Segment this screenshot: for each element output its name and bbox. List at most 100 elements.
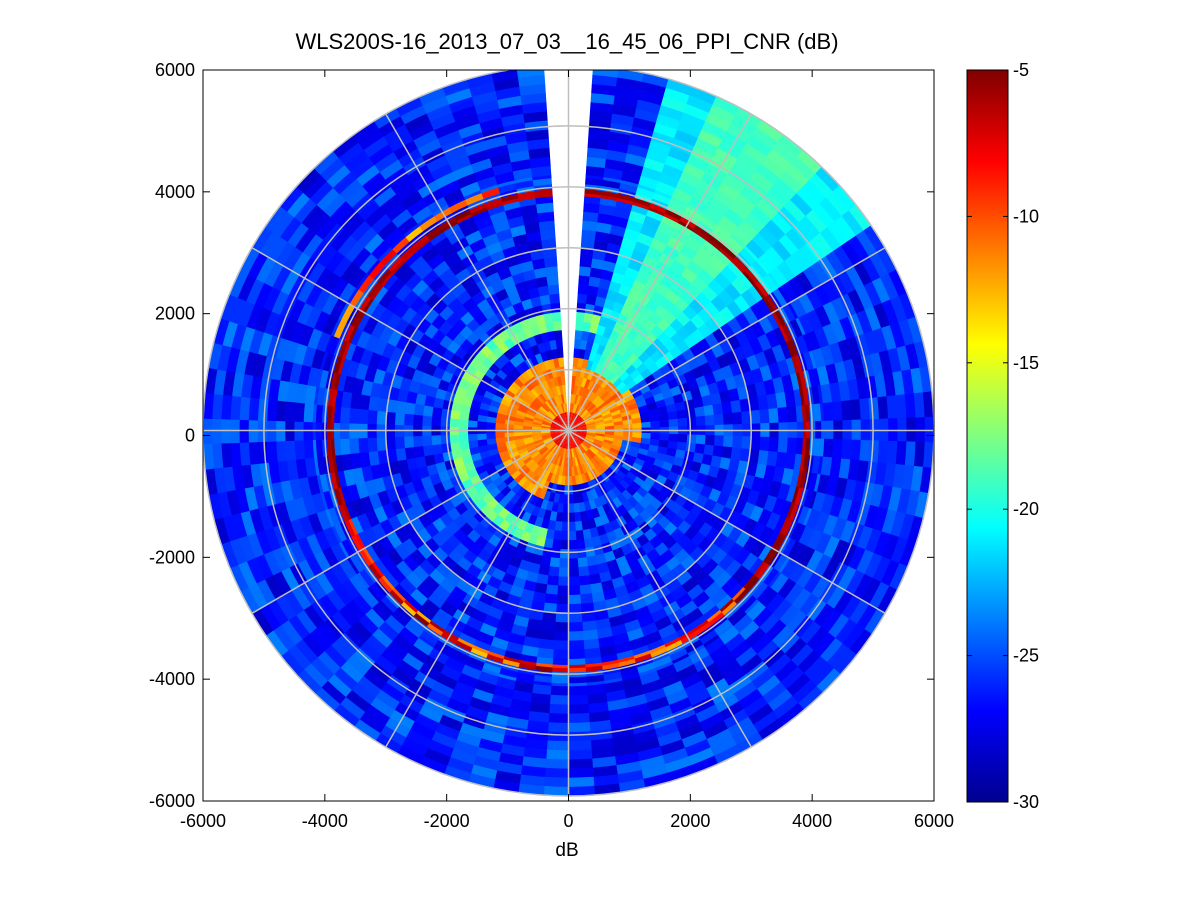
colorbar-gradient — [966, 69, 1009, 803]
heatmap-cell — [761, 156, 787, 180]
heatmap-cell — [327, 506, 340, 526]
heatmap-cell — [827, 613, 850, 640]
heatmap-cell — [435, 387, 447, 400]
heatmap-cell — [531, 591, 547, 603]
heatmap-cell — [568, 476, 573, 486]
heatmap-cell — [542, 776, 570, 788]
heatmap-cell — [495, 417, 506, 424]
heatmap-cell — [431, 415, 442, 427]
heatmap-cell — [575, 394, 582, 405]
heatmap-cell — [649, 438, 660, 447]
heatmap-cell — [570, 439, 574, 449]
heatmap-cell — [613, 431, 624, 437]
heatmap-cell — [719, 537, 736, 555]
heatmap-cell — [650, 433, 661, 441]
heatmap-cell — [611, 215, 630, 229]
heatmap-cell — [517, 387, 528, 397]
heatmap-cell — [798, 243, 820, 268]
heatmap-cell — [674, 449, 686, 460]
heatmap-cell — [791, 249, 812, 273]
heatmap-cell — [563, 393, 567, 404]
heatmap-cell — [848, 629, 873, 657]
heatmap-cell — [630, 644, 650, 657]
heatmap-cell — [562, 448, 566, 459]
heatmap-cell — [474, 746, 501, 762]
heatmap-cell — [898, 319, 915, 348]
heatmap-cell — [660, 747, 689, 765]
heatmap-cell — [720, 600, 738, 617]
heatmap-cell — [577, 493, 584, 504]
heatmap-cell — [689, 86, 719, 106]
heatmap-cell — [604, 422, 615, 427]
heatmap-cell — [329, 637, 354, 662]
heatmap-cell — [378, 552, 397, 572]
heatmap-cell — [484, 481, 497, 493]
heatmap-cell — [571, 439, 575, 449]
heatmap-cell — [340, 485, 352, 504]
heatmap-cell — [379, 324, 395, 343]
heatmap-cell — [346, 556, 360, 575]
heatmap-cell — [586, 470, 595, 482]
heatmap-cell — [588, 120, 613, 133]
heatmap-cell — [661, 163, 685, 181]
heatmap-cell — [685, 282, 703, 300]
heatmap-cell — [502, 393, 514, 403]
heatmap-cell — [272, 265, 292, 292]
heatmap-cell — [692, 228, 709, 242]
heatmap-cell — [547, 519, 557, 531]
heatmap-cell — [689, 755, 719, 775]
heatmap-cell — [579, 510, 588, 522]
heatmap-cell — [596, 287, 610, 299]
heatmap-cell — [602, 368, 612, 379]
heatmap-cell — [330, 276, 350, 299]
heatmap-cell — [426, 591, 446, 609]
heatmap-cell — [564, 412, 568, 422]
heatmap-cell — [705, 237, 722, 252]
heatmap-cell — [895, 394, 907, 420]
heatmap-cell — [490, 279, 506, 294]
heatmap-cell — [530, 553, 543, 566]
heatmap-cell — [637, 667, 657, 678]
heatmap-cell — [802, 351, 815, 372]
heatmap-cell — [449, 434, 460, 444]
heatmap-cell — [712, 744, 742, 766]
heatmap-cell — [703, 205, 726, 224]
heatmap-cell — [363, 135, 391, 158]
heatmap-cell — [431, 434, 442, 446]
heatmap-cell — [611, 632, 630, 646]
heatmap-cell — [247, 251, 269, 280]
heatmap-cell — [832, 184, 858, 212]
heatmap-cell — [534, 440, 544, 447]
heatmap-cell — [672, 393, 685, 405]
heatmap-cell — [802, 266, 823, 290]
heatmap-cell — [620, 673, 640, 682]
heatmap-cell — [907, 316, 924, 346]
heatmap-cell — [638, 670, 660, 686]
heatmap-cell — [477, 670, 499, 686]
heatmap-cell — [545, 528, 555, 540]
heatmap-cell — [332, 702, 360, 728]
heatmap-cell — [378, 289, 397, 309]
heatmap-cell — [448, 155, 473, 173]
colorbar-ticks: -5-10-15-20-25-30 — [967, 60, 1039, 812]
heatmap-cell — [578, 501, 586, 513]
heatmap-cell — [701, 634, 720, 649]
heatmap-cell — [460, 274, 477, 291]
heatmap-cell — [592, 783, 621, 796]
heatmap-cell — [440, 442, 452, 454]
azimuth-spoke — [385, 430, 570, 748]
heatmap-cell — [420, 598, 441, 616]
heatmap-cell — [762, 274, 779, 294]
heatmap-cell — [691, 568, 709, 586]
heatmap-cell — [354, 310, 366, 329]
heatmap-cell — [403, 222, 421, 238]
heatmap-cell — [313, 309, 331, 332]
heatmap-cell — [710, 295, 728, 313]
heatmap-cell — [622, 500, 634, 513]
heatmap-cell — [840, 240, 863, 267]
heatmap-cell — [601, 346, 612, 358]
heatmap-cell — [552, 435, 562, 443]
heatmap-cell — [550, 667, 570, 673]
heatmap-cell — [507, 447, 518, 455]
heatmap-cell — [370, 283, 385, 300]
